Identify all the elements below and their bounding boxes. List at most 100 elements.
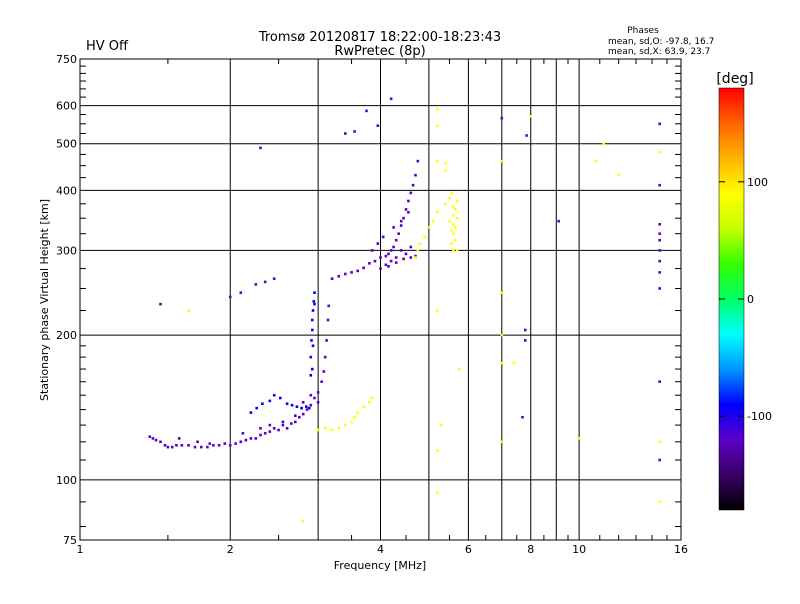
echo-point: [344, 272, 347, 276]
echo-point: [301, 520, 305, 523]
echo-point: [309, 403, 313, 407]
echo-point: [436, 159, 439, 163]
echo-point: [389, 249, 393, 252]
echo-point: [234, 442, 237, 445]
echo-point: [313, 291, 316, 294]
echo-point: [344, 423, 347, 427]
echo-point: [416, 159, 420, 163]
echo-point: [290, 422, 293, 425]
echo-point: [309, 374, 313, 377]
echo-point: [187, 309, 190, 312]
echo-point: [196, 440, 199, 444]
echo-point: [350, 420, 353, 424]
echo-point: [500, 333, 504, 337]
echo-point: [281, 420, 285, 424]
echo-point: [326, 318, 330, 322]
echo-point: [177, 437, 181, 440]
phases-x-mean-sd: mean, sd,X: 63.9, 23.7: [608, 47, 710, 57]
echo-point: [387, 252, 390, 256]
echo-point: [427, 226, 431, 229]
echo-point: [311, 318, 314, 322]
y-tick-label: 100: [56, 474, 77, 487]
echo-point: [309, 355, 313, 359]
echo-point: [431, 219, 435, 223]
phases-heading: Phases: [627, 26, 659, 36]
echo-point: [658, 183, 661, 187]
echo-point: [658, 259, 661, 263]
echo-point: [249, 411, 253, 414]
echo-point: [399, 219, 403, 223]
echo-point: [311, 328, 314, 332]
echo-point: [602, 142, 605, 145]
x-tick-label: 4: [377, 543, 384, 556]
echo-point: [159, 440, 162, 444]
echo-point: [392, 245, 395, 249]
echo-point: [200, 445, 203, 449]
echo-point: [404, 208, 408, 211]
echo-point: [244, 438, 248, 442]
echo-point: [159, 302, 162, 306]
echo-point: [577, 437, 581, 440]
echo-point: [272, 393, 276, 397]
echo-point: [440, 423, 443, 427]
echo-point: [316, 401, 320, 404]
echo-point: [389, 97, 393, 101]
echo-point: [249, 437, 253, 440]
echo-point: [268, 399, 272, 403]
echo-point: [294, 420, 297, 424]
echo-point: [658, 232, 661, 235]
echo-point: [259, 433, 262, 437]
colorbar-tick-label: -100: [747, 410, 772, 423]
echo-point: [448, 197, 451, 200]
echo-point: [353, 130, 356, 133]
echo-point: [259, 146, 262, 150]
echo-point: [228, 444, 232, 447]
echo-point: [500, 116, 504, 120]
echo-point: [368, 401, 371, 404]
echo-point: [392, 226, 395, 229]
echo-point: [323, 355, 327, 359]
echo-point: [300, 406, 303, 410]
echo-point: [450, 242, 453, 245]
echo-point: [512, 361, 516, 365]
echo-point: [414, 254, 417, 258]
echo-point: [500, 361, 504, 365]
echo-point: [290, 403, 294, 407]
echo-point: [305, 408, 309, 411]
echo-point: [658, 271, 661, 274]
echo-point: [313, 396, 316, 400]
y-tick-label: 300: [56, 244, 77, 257]
echo-point: [175, 444, 178, 447]
axis-ticks: [80, 59, 681, 540]
echo-point: [170, 445, 174, 449]
echo-point: [337, 275, 341, 278]
echo-point: [394, 261, 398, 264]
echo-point: [384, 254, 388, 258]
echo-point: [239, 291, 243, 294]
echo-point: [356, 269, 359, 273]
echo-point: [409, 256, 413, 259]
echo-point: [457, 367, 461, 371]
echo-point: [454, 208, 457, 211]
x-tick-label: 1: [77, 543, 84, 556]
echo-point: [312, 300, 316, 303]
echo-point: [399, 249, 403, 252]
echo-point: [436, 309, 439, 312]
echo-point: [325, 339, 328, 342]
echo-point: [418, 242, 422, 245]
echo-point: [223, 442, 227, 445]
echo-point: [658, 223, 661, 226]
y-tick-label: 600: [56, 100, 77, 113]
echo-point: [411, 183, 415, 187]
echo-point: [450, 229, 453, 232]
colorbar-ticks: 100 0 -100: [719, 176, 772, 423]
echo-point: [356, 411, 359, 414]
echo-point: [239, 440, 243, 444]
axis-tick-labels: 1 2 4 6 8 10 16 75 100 200 300 400 500 600 750: [56, 53, 688, 556]
echo-point: [452, 232, 455, 235]
echo-point: [389, 259, 393, 263]
echo-point: [316, 428, 320, 432]
echo-point: [337, 427, 341, 430]
echo-point: [263, 280, 267, 284]
echo-point: [154, 438, 158, 442]
